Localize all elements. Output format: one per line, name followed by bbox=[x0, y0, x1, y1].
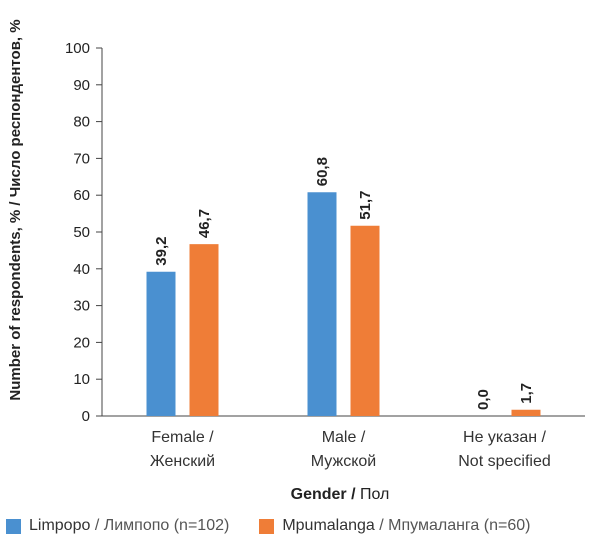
legend-label-limpopo-main: Limpopo bbox=[29, 517, 91, 534]
category-label-line2: Мужской bbox=[311, 453, 376, 470]
legend-item-limpopo: Limpopo / Лимпопо (n=102) bbox=[6, 517, 229, 535]
legend-swatch-mpumalanga bbox=[259, 518, 275, 534]
category-labels: Female / Женский Male / Мужской Не указан / N… bbox=[150, 429, 551, 470]
x-axis-title-main: Gender bbox=[291, 486, 347, 503]
y-tick-label: 10 bbox=[73, 371, 90, 388]
bars bbox=[146, 192, 541, 416]
bar bbox=[146, 271, 176, 416]
bar bbox=[350, 225, 380, 416]
y-tick-label: 60 bbox=[73, 187, 90, 204]
data-label: 0,0 bbox=[475, 389, 492, 410]
legend-label-mpumalanga-main: Mpumalanga bbox=[282, 517, 375, 534]
data-label: 60,8 bbox=[314, 157, 331, 186]
data-labels: 39,2 46,7 60,8 51,7 0,0 1,7 bbox=[153, 157, 535, 410]
data-label: 51,7 bbox=[357, 191, 374, 220]
category-label-line2: Not specified bbox=[458, 453, 551, 470]
y-tick-label: 70 bbox=[73, 150, 90, 167]
y-tick-label: 50 bbox=[73, 224, 90, 241]
category-label-line1: Не указан / bbox=[463, 429, 546, 446]
y-tick-label: 40 bbox=[73, 261, 90, 278]
legend-item-mpumalanga: Mpumalanga / Мпумаланга (n=60) bbox=[259, 517, 530, 535]
y-tick-label: 80 bbox=[73, 114, 90, 131]
bar bbox=[189, 244, 219, 416]
bar bbox=[307, 192, 337, 416]
data-label: 46,7 bbox=[196, 209, 213, 238]
y-tick-label: 90 bbox=[73, 77, 90, 94]
y-tick-label: 100 bbox=[65, 40, 90, 57]
category-label-line1: Male / bbox=[322, 429, 366, 446]
bar bbox=[511, 409, 541, 416]
y-tick-label: 30 bbox=[73, 298, 90, 315]
y-axis-title: Number of respondents, % / Число респонд… bbox=[7, 19, 24, 400]
data-label: 1,7 bbox=[518, 383, 535, 404]
y-tick-label: 20 bbox=[73, 334, 90, 351]
legend-label-mpumalanga-alt: / Мпумаланга (n=60) bbox=[374, 517, 531, 534]
data-label: 39,2 bbox=[153, 237, 170, 266]
legend-swatch-limpopo bbox=[6, 518, 21, 534]
legend-label-limpopo-alt: / Лимпопо (n=102) bbox=[90, 517, 230, 534]
x-axis-title-alt: Пол bbox=[360, 486, 389, 503]
y-tick-label: 0 bbox=[82, 408, 90, 425]
category-label-line2: Женский bbox=[150, 453, 215, 470]
x-axis-title: Gender / Пол bbox=[291, 486, 390, 503]
category-label-line1: Female / bbox=[151, 429, 214, 446]
x-axis-title-separator: / bbox=[347, 486, 360, 503]
legend: Limpopo / Лимпопо (n=102) Mpumalanga / М… bbox=[6, 514, 596, 538]
